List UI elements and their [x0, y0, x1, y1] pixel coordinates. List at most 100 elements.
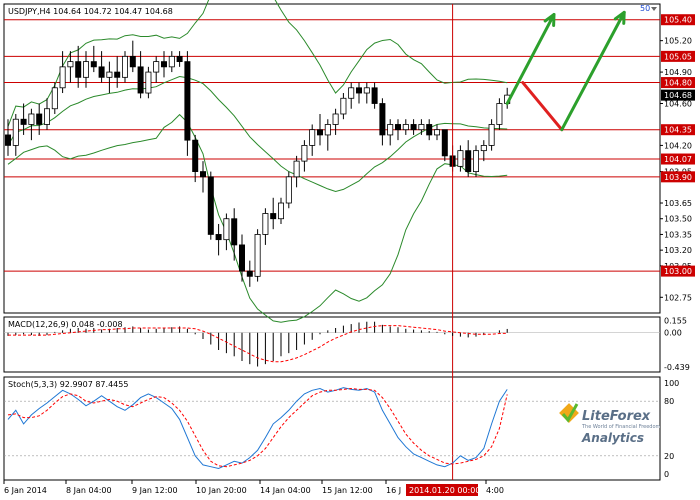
price-tag-bg: [661, 124, 695, 136]
candle-body: [324, 124, 331, 136]
candle: [184, 51, 191, 156]
brand-subtitle: Analytics: [581, 431, 644, 445]
candle: [129, 40, 136, 73]
level-price-label: 104.07: [664, 155, 692, 164]
price-tag-bg: [661, 171, 695, 183]
candle-body: [36, 113, 43, 125]
candle: [192, 134, 199, 183]
candle: [137, 51, 144, 99]
candle-body: [137, 66, 144, 94]
price-panel: [4, 0, 660, 323]
candle: [153, 56, 160, 83]
candle-body: [44, 108, 51, 125]
candle-body: [67, 61, 74, 68]
macd-axis-label: 0.155: [664, 317, 687, 326]
candle: [98, 51, 105, 83]
bollinger-lower-line: [7, 113, 508, 323]
brand-tagline: The World of Financial Freedom: [581, 424, 661, 430]
stoch-signal-line: [7, 387, 508, 468]
price-axis-label: 104.60: [664, 100, 692, 109]
candle-body: [184, 61, 191, 141]
candle: [277, 197, 284, 224]
candle-body: [465, 150, 472, 172]
candle-body: [168, 55, 175, 68]
candle-body: [394, 124, 401, 131]
forecast-path-segment: [521, 81, 564, 132]
candle: [246, 260, 253, 287]
candle-body: [316, 129, 323, 136]
candle: [12, 113, 19, 156]
candle: [324, 119, 331, 151]
candle: [238, 234, 245, 282]
time-marker-tag-label: 2014.01.20 00:00: [409, 486, 480, 495]
candle-body: [51, 87, 58, 110]
candle-body: [363, 87, 370, 94]
candle-body: [199, 171, 206, 178]
price-tag-bg: [661, 14, 695, 26]
candle: [410, 119, 417, 135]
current-price-label: 104.68: [664, 91, 692, 100]
candle: [106, 61, 113, 94]
price-tag-bg: [661, 153, 695, 165]
candle-body: [153, 61, 160, 73]
candle: [5, 119, 11, 156]
candle-body: [285, 176, 292, 204]
candle: [114, 56, 121, 88]
logo-check-icon: [561, 403, 579, 423]
candle-body: [371, 87, 378, 104]
candle: [348, 82, 355, 109]
candle: [122, 51, 129, 83]
candle: [441, 129, 448, 162]
candle: [285, 171, 292, 209]
macd-axis-label: -0.439: [664, 363, 690, 372]
level-price-label: 103.90: [664, 173, 692, 182]
price-tag-bg: [661, 77, 695, 89]
candle-body: [59, 66, 66, 89]
candle-body: [301, 145, 308, 162]
candle-body: [480, 145, 487, 152]
corner-value: 50: [640, 4, 650, 13]
candle-body: [254, 234, 261, 277]
candle-body: [410, 124, 417, 131]
candle-body: [28, 113, 35, 125]
candle-body: [223, 218, 230, 241]
candle-body: [418, 124, 425, 131]
stoch-plot-frame: [3, 376, 661, 481]
candle-body: [246, 270, 253, 277]
time-axis-label: 8 Jan 04:00: [66, 486, 112, 495]
macd-title: MACD(12,26,9) 0.048 -0.008: [8, 320, 123, 329]
scroll-marker-icon: [651, 7, 657, 11]
candle-body: [145, 71, 152, 94]
price-axis-label: 104.90: [664, 68, 692, 77]
candle: [83, 51, 90, 88]
candle: [371, 82, 378, 109]
candle-body: [309, 129, 316, 146]
candle: [223, 213, 230, 251]
candle: [270, 197, 277, 230]
price-axis-label: 103.35: [664, 230, 692, 239]
candle: [480, 140, 487, 162]
level-price-label: 104.35: [664, 126, 692, 135]
stoch-main-line: [7, 387, 508, 470]
candle: [168, 51, 175, 73]
macd-plot-frame: [3, 316, 661, 373]
chart-header-ohlc: USDJPY,H4 104.64 104.72 104.47 104.68: [8, 7, 173, 16]
stoch-axis-label: 100: [664, 379, 679, 388]
main-plot-frame: [3, 3, 661, 314]
candle: [332, 108, 339, 135]
time-axis-label: 6 Jan 2014: [4, 486, 47, 495]
level-price-label: 105.40: [664, 16, 692, 25]
candle: [293, 155, 300, 188]
candle-body: [488, 124, 495, 146]
brand-name: LiteForex: [582, 409, 651, 424]
candle-body: [106, 71, 113, 78]
candle-body: [122, 55, 129, 78]
forecast-arrow-head: [543, 12, 556, 27]
stoch-title: Stoch(5,3,3) 92.9907 87.4455: [8, 380, 128, 389]
candle-body: [160, 61, 167, 68]
price-axis-label: 103.20: [664, 246, 692, 255]
candle: [488, 119, 495, 151]
candle-body: [387, 124, 394, 136]
candle: [394, 119, 401, 141]
